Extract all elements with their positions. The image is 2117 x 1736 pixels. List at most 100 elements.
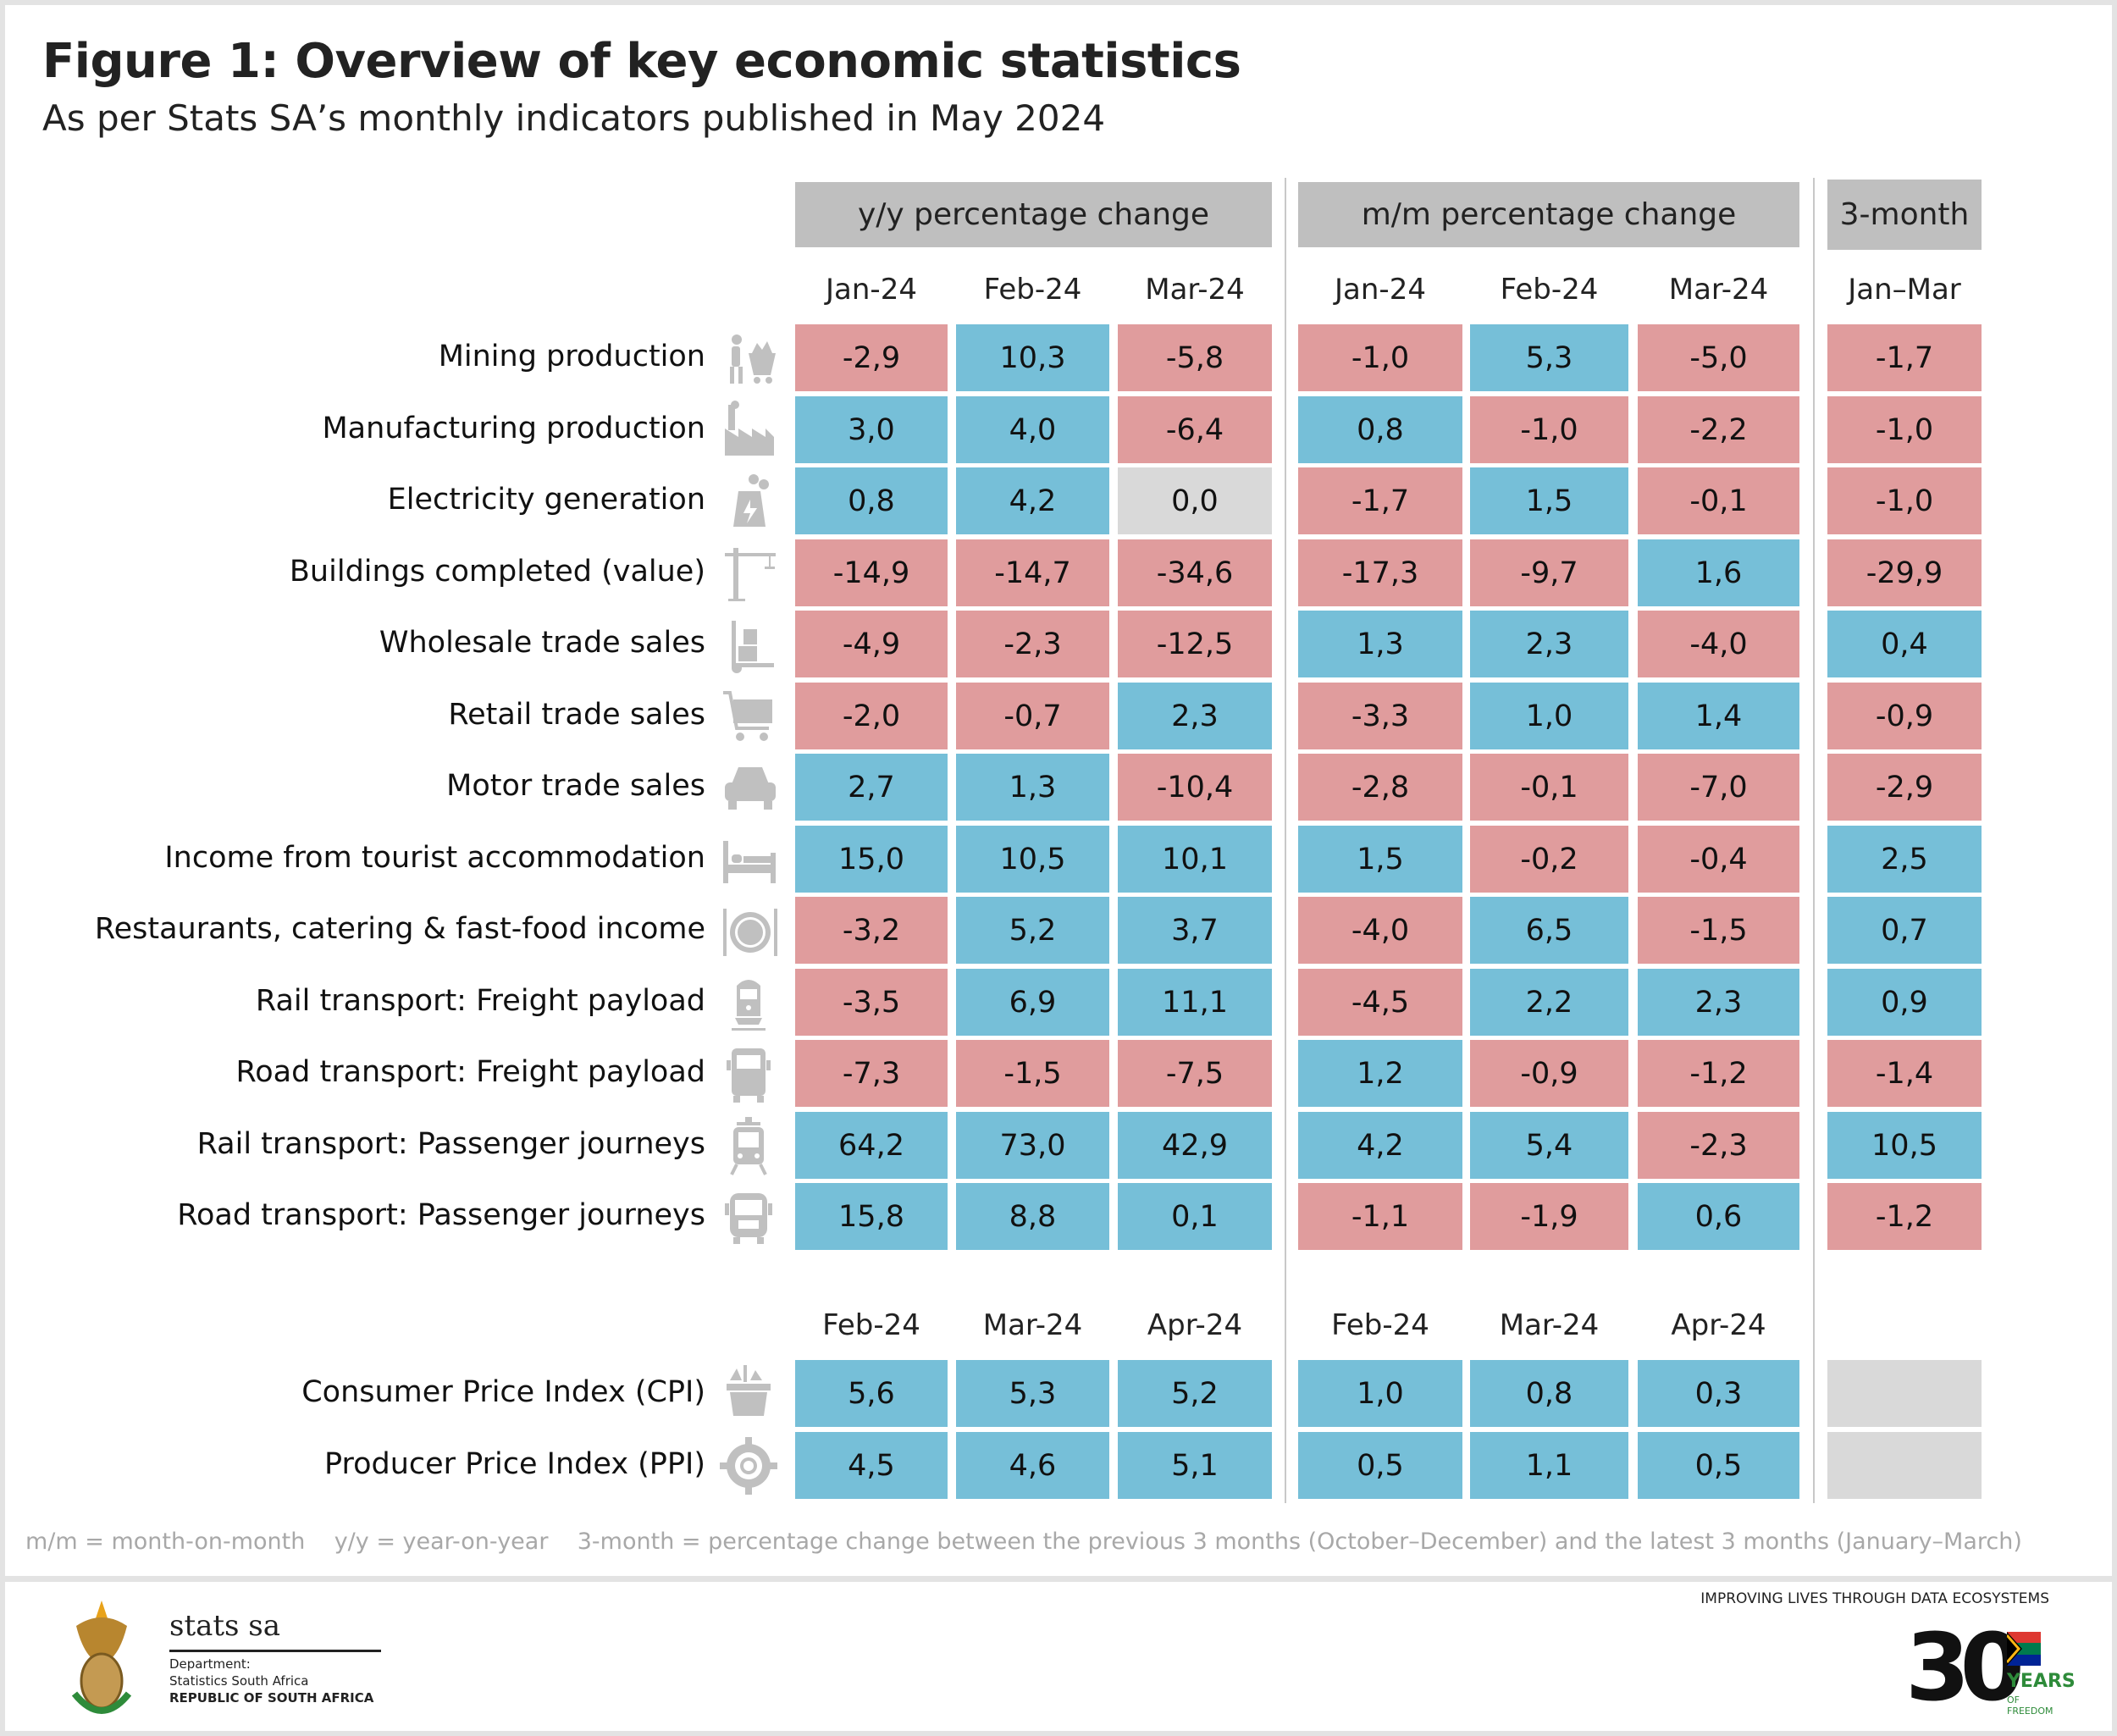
locomotive-icon (732, 980, 766, 1031)
sa-flag-icon (2007, 1632, 2041, 1666)
yy-value-cell: -1,5 (956, 1040, 1109, 1107)
mm-value-cell: 1,0 (1470, 683, 1628, 749)
yy-value-cell: 2,3 (1118, 683, 1272, 749)
yy-value-cell: 4,0 (956, 396, 1109, 463)
mm-value-cell: 1,5 (1298, 826, 1462, 893)
row-label: Mining production (438, 340, 705, 373)
mm-value-cell: 0,5 (1298, 1432, 1462, 1499)
row-label: Rail transport: Passenger journeys (196, 1127, 705, 1161)
yy-value-cell: -2,9 (795, 324, 948, 391)
factory-icon (725, 401, 774, 456)
car-icon (725, 767, 776, 810)
yy-value-cell: -0,7 (956, 683, 1109, 749)
section2-yy-col-head: Apr-24 (1147, 1308, 1243, 1342)
row-label: Consumer Price Index (CPI) (301, 1375, 705, 1409)
mm-value-cell: 1,2 (1298, 1040, 1462, 1107)
row-label: Income from tourist accommodation (164, 841, 705, 875)
mm-value-cell: -17,3 (1298, 539, 1462, 606)
mm-value-cell: -2,2 (1638, 396, 1799, 463)
three-month-value-cell (1827, 1360, 1982, 1427)
three-month-value-cell: -1,0 (1827, 396, 1982, 463)
row-label: Restaurants, catering & fast-food income (94, 912, 705, 946)
yy-value-cell: 10,5 (956, 826, 1109, 893)
yy-value-cell: -3,2 (795, 897, 948, 964)
section2-yy-col-head: Mar-24 (982, 1308, 1083, 1342)
section1-mm-col-head: Jan-24 (1335, 273, 1426, 307)
mm-value-cell: 1,3 (1298, 611, 1462, 677)
mm-value-cell: 1,0 (1298, 1360, 1462, 1427)
mm-value-cell: -4,5 (1298, 969, 1462, 1036)
mm-value-cell: -0,9 (1470, 1040, 1628, 1107)
mm-value-cell: -0,4 (1638, 826, 1799, 893)
crane-icon (725, 548, 776, 601)
yy-value-cell: 5,3 (956, 1360, 1109, 1427)
mm-value-cell: -5,0 (1638, 324, 1799, 391)
dept-line1: Department: (169, 1656, 251, 1672)
yy-value-cell: 10,3 (956, 324, 1109, 391)
yy-value-cell: -12,5 (1118, 611, 1272, 677)
mm-value-cell: 1,4 (1638, 683, 1799, 749)
yy-value-cell: 8,8 (956, 1183, 1109, 1250)
mm-value-cell: 1,1 (1470, 1432, 1628, 1499)
yy-group-header: y/y percentage change (795, 182, 1272, 247)
three-month-value-cell: 2,5 (1827, 826, 1982, 893)
row-label: Manufacturing production (322, 412, 705, 445)
section2-mm-col-head: Feb-24 (1331, 1308, 1429, 1342)
gear-icon (720, 1437, 777, 1495)
section1-3month-col-head: Jan–Mar (1848, 273, 1961, 307)
mm-value-cell: -3,3 (1298, 683, 1462, 749)
mm-value-cell: 6,5 (1470, 897, 1628, 964)
mm-value-cell: -2,8 (1298, 754, 1462, 821)
mm-value-cell: 4,2 (1298, 1112, 1462, 1179)
bed-icon (723, 841, 776, 883)
mm-value-cell: 1,6 (1638, 539, 1799, 606)
yy-value-cell: -14,7 (956, 539, 1109, 606)
yy-value-cell: 5,2 (1118, 1360, 1272, 1427)
section1-mm-col-head: Mar-24 (1668, 273, 1769, 307)
section1-yy-col-head: Mar-24 (1145, 273, 1245, 307)
mm-value-cell: -9,7 (1470, 539, 1628, 606)
mm-value-cell: -1,5 (1638, 897, 1799, 964)
mm-value-cell: -7,0 (1638, 754, 1799, 821)
three-month-value-cell: -1,4 (1827, 1040, 1982, 1107)
yy-value-cell: 15,8 (795, 1183, 948, 1250)
yy-value-cell: 3,7 (1118, 897, 1272, 964)
yy-value-cell: 5,6 (795, 1360, 948, 1427)
mm-value-cell: -0,2 (1470, 826, 1628, 893)
yy-value-cell: 4,2 (956, 467, 1109, 534)
row-label: Electricity generation (387, 483, 705, 517)
three-month-value-cell: -1,2 (1827, 1183, 1982, 1250)
row-label: Buildings completed (value) (289, 555, 705, 589)
power-plant-icon (733, 474, 769, 527)
section2-mm-col-head: Apr-24 (1671, 1308, 1766, 1342)
mm-value-cell: -4,0 (1638, 611, 1799, 677)
yy-value-cell: 10,1 (1118, 826, 1272, 893)
org-name: stats sa (169, 1609, 281, 1643)
row-label: Motor trade sales (446, 769, 705, 803)
yy-value-cell: 64,2 (795, 1112, 948, 1179)
section2-mm-col-head: Mar-24 (1499, 1308, 1600, 1342)
mm-value-cell: 2,2 (1470, 969, 1628, 1036)
mm-value-cell: -0,1 (1470, 754, 1628, 821)
mm-value-cell: 2,3 (1470, 611, 1628, 677)
section1-yy-col-head: Feb-24 (983, 273, 1082, 307)
yy-value-cell: 1,3 (956, 754, 1109, 821)
row-label: Road transport: Passenger journeys (177, 1198, 705, 1232)
row-label: Producer Price Index (PPI) (323, 1447, 705, 1481)
bus-icon (725, 1193, 772, 1244)
yy-value-cell: 15,0 (795, 826, 948, 893)
mm-value-cell: -4,0 (1298, 897, 1462, 964)
section1-yy-col-head: Jan-24 (826, 273, 917, 307)
three-month-value-cell: -1,7 (1827, 324, 1982, 391)
section2-yy-col-head: Feb-24 (822, 1308, 920, 1342)
three-month-value-cell: -2,9 (1827, 754, 1982, 821)
three-month-value-cell: -29,9 (1827, 539, 1982, 606)
three-month-value-cell: -1,0 (1827, 467, 1982, 534)
mm-value-cell: -0,1 (1638, 467, 1799, 534)
yy-value-cell: 0,1 (1118, 1183, 1272, 1250)
yy-value-cell: 0,0 (1118, 467, 1272, 534)
section1-mm-col-head: Feb-24 (1500, 273, 1599, 307)
coat-of-arms-icon (71, 1601, 132, 1714)
yy-value-cell: -6,4 (1118, 396, 1272, 463)
row-label: Retail trade sales (448, 698, 705, 732)
